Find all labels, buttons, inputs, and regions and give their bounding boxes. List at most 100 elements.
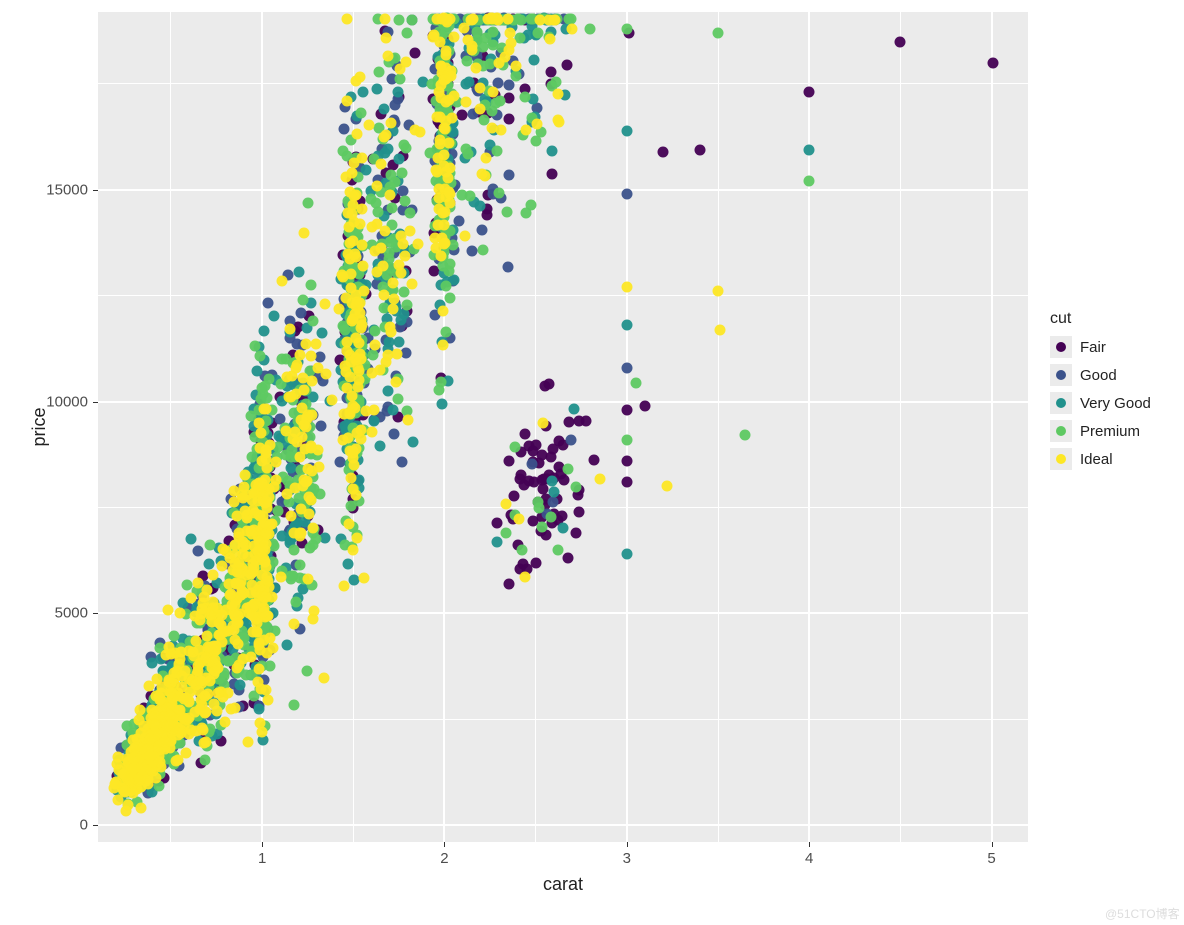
data-point — [310, 338, 321, 349]
y-tick-label: 0 — [80, 817, 88, 834]
data-point — [161, 650, 172, 661]
legend: cut FairGoodVery GoodPremiumIdeal — [1050, 310, 1151, 476]
data-point — [474, 201, 485, 212]
data-point — [347, 545, 358, 556]
data-point — [168, 720, 179, 731]
data-point — [537, 417, 548, 428]
data-point — [385, 189, 396, 200]
data-point — [222, 687, 233, 698]
data-point — [242, 737, 253, 748]
data-point — [441, 49, 452, 60]
data-point — [389, 100, 400, 111]
x-tick-label: 3 — [623, 850, 631, 867]
data-point — [435, 60, 446, 71]
data-point — [277, 276, 288, 287]
data-point — [268, 310, 279, 321]
legend-label: Fair — [1080, 339, 1106, 356]
data-point — [260, 498, 271, 509]
data-point — [342, 559, 353, 570]
data-point — [238, 541, 249, 552]
legend-label: Premium — [1080, 423, 1140, 440]
data-point — [237, 492, 248, 503]
data-point — [346, 283, 357, 294]
data-point — [588, 455, 599, 466]
data-point — [290, 596, 301, 607]
data-point — [392, 393, 403, 404]
legend-key — [1050, 364, 1072, 386]
data-point — [383, 51, 394, 62]
data-point — [258, 542, 269, 553]
data-point — [509, 441, 520, 452]
data-point — [493, 58, 504, 69]
data-point — [443, 138, 454, 149]
data-point — [308, 315, 319, 326]
data-point — [307, 613, 318, 624]
legend-label: Ideal — [1080, 451, 1113, 468]
y-axis-title: price — [29, 407, 50, 446]
data-point — [570, 527, 581, 538]
data-point — [410, 125, 421, 136]
legend-dot-icon — [1056, 342, 1066, 352]
data-point — [391, 348, 402, 359]
data-point — [256, 727, 267, 738]
data-point — [445, 70, 456, 81]
data-point — [276, 354, 287, 365]
data-point — [406, 278, 417, 289]
data-point — [510, 60, 521, 71]
data-point — [529, 55, 540, 66]
data-point — [256, 383, 267, 394]
data-point — [402, 415, 413, 426]
data-point — [382, 143, 393, 154]
data-point — [315, 421, 326, 432]
data-point — [345, 472, 356, 483]
data-point — [504, 114, 515, 125]
data-point — [393, 337, 404, 348]
data-point — [488, 86, 499, 97]
data-point — [553, 545, 564, 556]
data-point — [337, 434, 348, 445]
data-point — [440, 206, 451, 217]
data-point — [176, 682, 187, 693]
data-point — [545, 33, 556, 44]
data-point — [373, 67, 384, 78]
data-point — [344, 519, 355, 530]
data-point — [401, 27, 412, 38]
data-point — [393, 154, 404, 165]
data-point — [395, 314, 406, 325]
data-point — [492, 536, 503, 547]
data-point — [804, 176, 815, 187]
data-point — [366, 194, 377, 205]
data-point — [262, 298, 273, 309]
data-point — [407, 436, 418, 447]
data-point — [297, 295, 308, 306]
data-point — [694, 144, 705, 155]
data-point — [305, 543, 316, 554]
data-point — [481, 210, 492, 221]
data-point — [342, 96, 353, 107]
data-point — [567, 23, 578, 34]
data-point — [345, 408, 356, 419]
data-point — [176, 670, 187, 681]
data-point — [260, 447, 271, 458]
data-point — [400, 251, 411, 262]
data-point — [740, 430, 751, 441]
data-point — [270, 457, 281, 468]
data-point — [526, 459, 537, 470]
data-point — [249, 341, 260, 352]
data-point — [566, 434, 577, 445]
data-point — [375, 158, 386, 169]
data-point — [201, 736, 212, 747]
data-point — [379, 226, 390, 237]
data-point — [255, 351, 266, 362]
data-point — [294, 266, 305, 277]
data-point — [253, 676, 264, 687]
data-point — [152, 673, 163, 684]
data-point — [621, 282, 632, 293]
data-point — [467, 44, 478, 55]
data-point — [402, 300, 413, 311]
data-point — [255, 645, 266, 656]
data-point — [399, 140, 410, 151]
data-point — [545, 511, 556, 522]
data-point — [246, 609, 257, 620]
data-point — [661, 481, 672, 492]
